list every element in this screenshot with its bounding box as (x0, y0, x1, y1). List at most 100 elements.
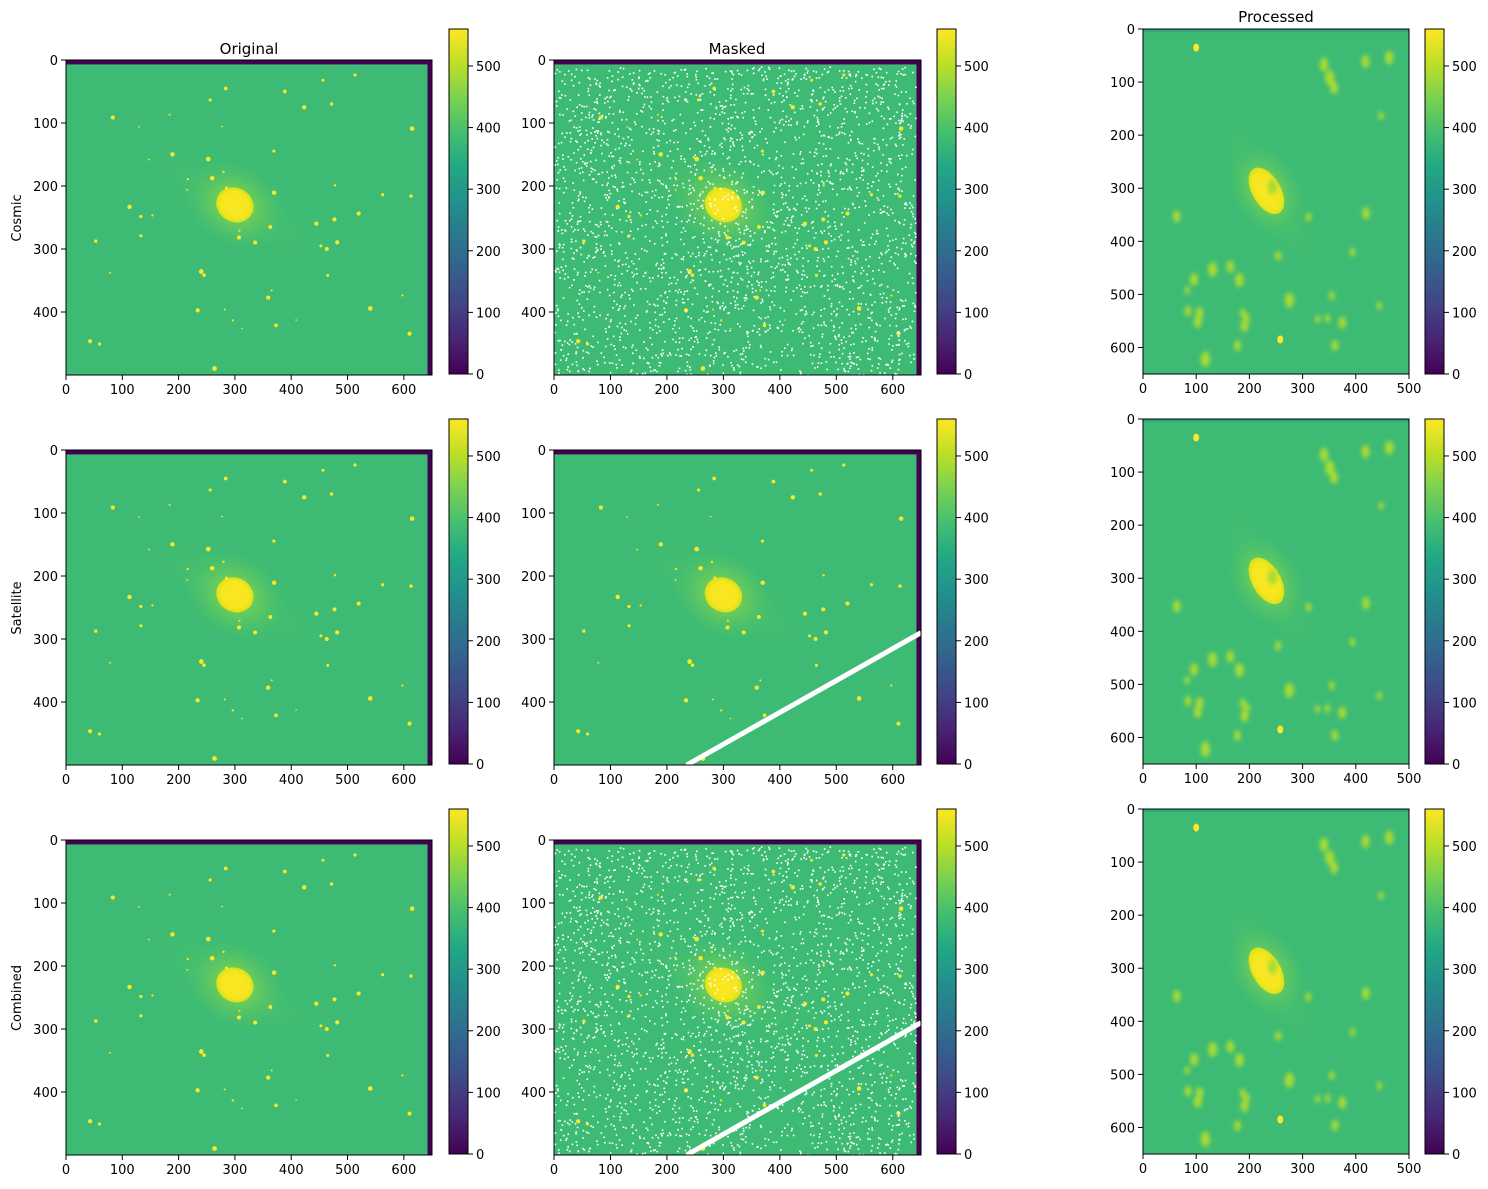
mask-pixel (666, 1021, 669, 1023)
mask-pixel (772, 228, 774, 231)
mask-pixel (595, 1031, 597, 1034)
mask-pixel (855, 328, 857, 330)
mask-pixel (823, 1010, 826, 1012)
mask-pixel (888, 963, 890, 966)
mask-pixel (904, 255, 907, 258)
mask-pixel (768, 848, 771, 851)
mask-pixel (849, 1138, 851, 1140)
mask-pixel (810, 179, 812, 181)
mask-pixel (869, 1138, 871, 1141)
mask-pixel (582, 367, 584, 370)
mask-pixel (696, 207, 699, 210)
mask-pixel (688, 272, 690, 274)
mask-pixel (619, 889, 621, 892)
mask-pixel (575, 941, 578, 944)
mask-pixel (656, 139, 659, 141)
mask-pixel (687, 193, 690, 196)
mask-pixel (815, 232, 817, 234)
mask-pixel (570, 226, 573, 228)
mask-pixel (913, 1040, 916, 1043)
mask-pixel (850, 261, 853, 264)
mask-pixel (564, 230, 567, 232)
mask-pixel (606, 338, 609, 340)
mask-pixel (808, 335, 811, 337)
mask-pixel (579, 172, 582, 175)
mask-pixel (884, 317, 886, 320)
mask-pixel (658, 139, 661, 142)
mask-pixel (728, 1091, 731, 1094)
mask-pixel (722, 198, 724, 201)
mask-pixel (892, 212, 894, 214)
mask-pixel (705, 186, 707, 189)
mask-pixel (694, 124, 697, 127)
mask-pixel (607, 313, 609, 316)
colorbar-tick-label: 500 (964, 450, 989, 465)
mask-pixel (906, 328, 909, 330)
y-tick-label: 400 (33, 696, 58, 711)
mask-pixel (816, 932, 818, 935)
mask-pixel (842, 90, 845, 92)
mask-pixel (836, 307, 839, 310)
mask-pixel (850, 1107, 852, 1110)
mask-pixel (780, 862, 783, 864)
mask-pixel (764, 357, 767, 360)
mask-pixel (601, 894, 604, 897)
mask-pixel (672, 338, 674, 341)
x-tick-label: 400 (279, 773, 304, 788)
mask-pixel (854, 110, 856, 113)
mask-pixel (729, 237, 732, 239)
mask-pixel (595, 910, 598, 912)
mask-pixel (615, 354, 618, 356)
mask-pixel (845, 857, 848, 859)
mask-pixel (861, 954, 863, 956)
mask-pixel (823, 260, 826, 262)
star (729, 717, 732, 720)
mask-pixel (803, 905, 806, 908)
mask-pixel (699, 879, 702, 881)
mask-pixel (909, 127, 912, 129)
star (148, 938, 150, 941)
mask-pixel (694, 336, 697, 338)
star (688, 269, 692, 272)
mask-pixel (855, 1136, 858, 1139)
mask-pixel (736, 961, 738, 964)
mask-pixel (897, 368, 900, 371)
star (712, 308, 715, 311)
star (754, 1075, 759, 1080)
star (236, 625, 241, 630)
mask-pixel (558, 967, 561, 970)
mask-pixel (782, 110, 784, 113)
mask-pixel (691, 252, 694, 255)
star (869, 973, 874, 977)
mask-pixel (722, 217, 724, 220)
mask-pixel (662, 183, 665, 186)
mask-pixel (790, 999, 793, 1001)
mask-pixel (633, 1053, 636, 1056)
mask-pixel (743, 968, 745, 971)
mask-pixel (779, 867, 782, 870)
mask-pixel (784, 202, 787, 204)
blurred-stars (1172, 50, 1394, 367)
mask-pixel (623, 1087, 625, 1090)
mask-pixel (835, 338, 837, 340)
mask-pixel (741, 215, 744, 217)
y-tick-label: 600 (1110, 341, 1135, 356)
mask-pixel (600, 1132, 603, 1134)
mask-pixel (702, 224, 705, 227)
star (1338, 706, 1347, 719)
mask-pixel (621, 364, 623, 366)
mask-pixel (575, 907, 578, 909)
mask-pixel (606, 876, 608, 878)
mask-pixel (818, 1122, 820, 1125)
mask-pixel (594, 1003, 597, 1006)
mask-pixel (649, 366, 651, 369)
mask-pixel (639, 161, 641, 163)
mask-pixel (586, 162, 588, 164)
mask-pixel (805, 210, 808, 213)
mask-pixel (812, 70, 815, 72)
mask-pixel (665, 302, 668, 305)
mask-pixel (897, 253, 900, 256)
mask-pixel (881, 296, 883, 299)
mask-pixel (629, 1077, 631, 1080)
mask-pixel (603, 234, 606, 237)
